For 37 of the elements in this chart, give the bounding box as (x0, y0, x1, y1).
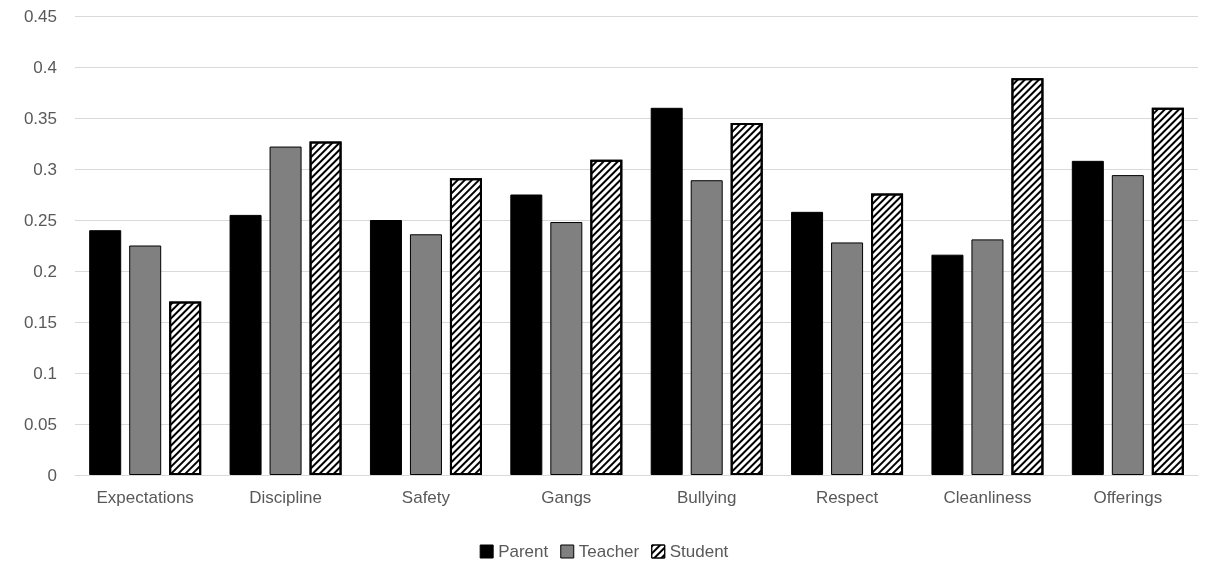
bar (831, 242, 864, 475)
y-tick-label: 0.2 (33, 261, 57, 281)
y-tick-label: 0.4 (33, 57, 57, 77)
bar (229, 214, 262, 475)
y-tick-label: 0.3 (33, 159, 57, 179)
bar (269, 146, 302, 475)
y-tick-label: 0.05 (23, 414, 57, 434)
y-tick-label: 0.15 (23, 312, 57, 332)
legend-label: Student (669, 542, 729, 561)
legend-label: Parent (498, 542, 549, 561)
bar (409, 234, 442, 475)
x-tick-label: Gangs (541, 488, 592, 507)
y-tick-label: 0.35 (23, 108, 57, 128)
legend-label: Teacher (578, 542, 640, 561)
bar (1111, 175, 1144, 475)
bar (550, 222, 583, 475)
y-tick-label: 0 (47, 465, 57, 485)
bar (369, 220, 402, 475)
bar (971, 239, 1004, 475)
bar (89, 230, 122, 475)
x-tick-label: Respect (815, 488, 879, 507)
bar (510, 194, 543, 475)
y-tick-label: 0.25 (23, 210, 57, 230)
x-tick-label: Discipline (249, 488, 322, 507)
y-tick-label: 0.45 (23, 6, 57, 26)
bar (129, 245, 162, 475)
x-tick-label: Bullying (676, 488, 737, 507)
bar (650, 107, 683, 475)
x-tick-label: Cleanliness (943, 488, 1032, 507)
bar (931, 254, 964, 475)
bar (1071, 160, 1104, 475)
y-tick-label: 0.1 (33, 363, 57, 383)
bar (791, 211, 824, 475)
x-tick-label: Offerings (1093, 488, 1163, 507)
x-tick-label: Safety (401, 488, 451, 507)
bar (690, 180, 723, 475)
x-tick-label: Expectations (96, 488, 194, 507)
